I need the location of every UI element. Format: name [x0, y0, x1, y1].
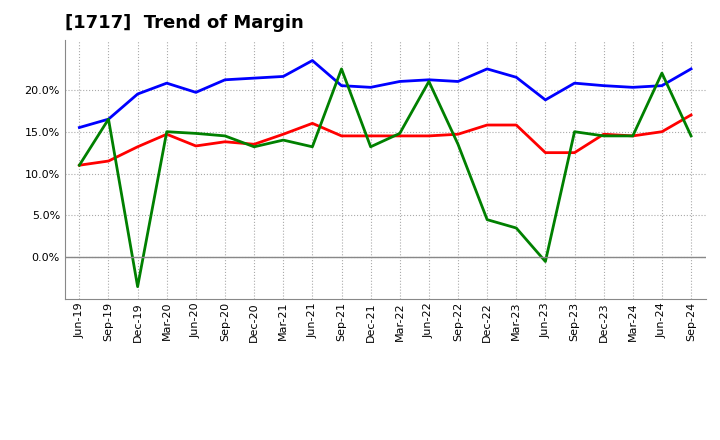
- Operating Cashflow: [75, 162, 84, 168]
- Ordinary Income: [512, 75, 521, 80]
- Operating Cashflow: [366, 144, 375, 150]
- Net Income: [541, 150, 550, 155]
- Operating Cashflow: [279, 137, 287, 143]
- Ordinary Income: [308, 58, 317, 63]
- Operating Cashflow: [192, 131, 200, 136]
- Net Income: [425, 133, 433, 139]
- Operating Cashflow: [454, 142, 462, 147]
- Ordinary Income: [220, 77, 229, 82]
- Ordinary Income: [133, 92, 142, 97]
- Net Income: [454, 132, 462, 137]
- Ordinary Income: [75, 125, 84, 130]
- Ordinary Income: [657, 83, 666, 88]
- Ordinary Income: [163, 81, 171, 86]
- Line: Operating Cashflow: Operating Cashflow: [79, 69, 691, 286]
- Operating Cashflow: [104, 117, 113, 122]
- Ordinary Income: [366, 84, 375, 90]
- Ordinary Income: [483, 66, 492, 72]
- Ordinary Income: [425, 77, 433, 82]
- Ordinary Income: [599, 83, 608, 88]
- Ordinary Income: [192, 90, 200, 95]
- Net Income: [133, 144, 142, 150]
- Operating Cashflow: [133, 284, 142, 289]
- Operating Cashflow: [425, 79, 433, 84]
- Operating Cashflow: [483, 217, 492, 222]
- Line: Ordinary Income: Ordinary Income: [79, 61, 691, 128]
- Line: Net Income: Net Income: [79, 115, 691, 165]
- Net Income: [599, 132, 608, 137]
- Net Income: [75, 162, 84, 168]
- Ordinary Income: [337, 83, 346, 88]
- Net Income: [279, 132, 287, 137]
- Operating Cashflow: [337, 66, 346, 72]
- Ordinary Income: [570, 81, 579, 86]
- Net Income: [687, 112, 696, 117]
- Net Income: [395, 133, 404, 139]
- Ordinary Income: [279, 74, 287, 79]
- Operating Cashflow: [220, 133, 229, 139]
- Operating Cashflow: [395, 131, 404, 136]
- Net Income: [337, 133, 346, 139]
- Net Income: [512, 122, 521, 128]
- Net Income: [220, 139, 229, 144]
- Ordinary Income: [541, 97, 550, 103]
- Ordinary Income: [250, 76, 258, 81]
- Net Income: [657, 129, 666, 134]
- Operating Cashflow: [599, 133, 608, 139]
- Net Income: [104, 158, 113, 164]
- Operating Cashflow: [308, 144, 317, 150]
- Operating Cashflow: [250, 144, 258, 150]
- Net Income: [308, 121, 317, 126]
- Operating Cashflow: [687, 133, 696, 139]
- Net Income: [250, 142, 258, 147]
- Ordinary Income: [629, 84, 637, 90]
- Operating Cashflow: [629, 133, 637, 139]
- Ordinary Income: [687, 66, 696, 72]
- Net Income: [483, 122, 492, 128]
- Net Income: [163, 132, 171, 137]
- Operating Cashflow: [163, 129, 171, 134]
- Ordinary Income: [454, 79, 462, 84]
- Net Income: [629, 133, 637, 139]
- Net Income: [570, 150, 579, 155]
- Operating Cashflow: [512, 225, 521, 231]
- Ordinary Income: [395, 79, 404, 84]
- Operating Cashflow: [570, 129, 579, 134]
- Net Income: [366, 133, 375, 139]
- Operating Cashflow: [541, 259, 550, 264]
- Text: [1717]  Trend of Margin: [1717] Trend of Margin: [65, 15, 304, 33]
- Ordinary Income: [104, 117, 113, 122]
- Net Income: [192, 143, 200, 149]
- Operating Cashflow: [657, 70, 666, 76]
